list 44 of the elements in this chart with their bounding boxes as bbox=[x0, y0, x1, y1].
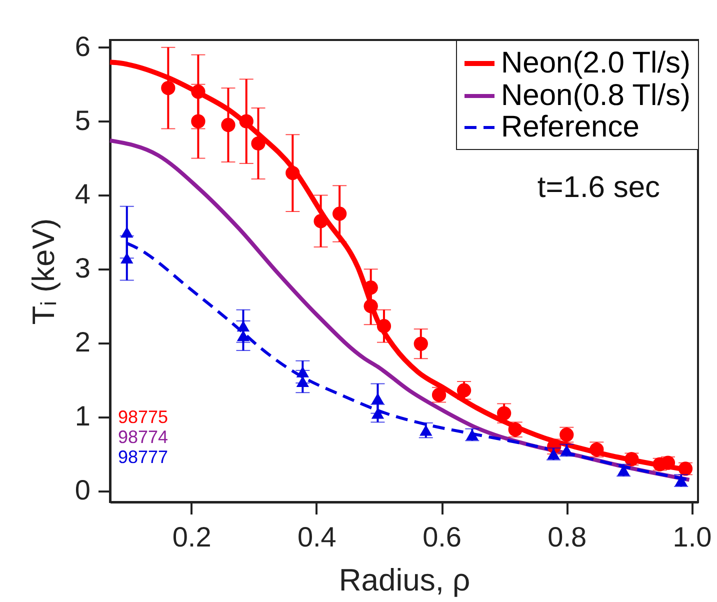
point bbox=[286, 166, 300, 180]
y-axis-title: Tᵢ (keV) bbox=[26, 218, 61, 325]
point bbox=[191, 114, 206, 128]
point bbox=[364, 299, 378, 314]
point bbox=[456, 383, 472, 398]
annotation: 98775 bbox=[118, 407, 168, 427]
point bbox=[239, 114, 254, 128]
x-tick-label: 0.2 bbox=[172, 522, 212, 552]
y-tick-label: 1 bbox=[74, 400, 90, 432]
y-tick-label: 0 bbox=[74, 474, 90, 506]
annotation: 98777 bbox=[118, 447, 168, 467]
point bbox=[120, 252, 134, 264]
annotation: t=1.6 sec bbox=[537, 171, 660, 204]
point bbox=[314, 214, 328, 228]
y-tick-label: 3 bbox=[74, 252, 90, 284]
x-axis-title: Radius, ρ bbox=[338, 562, 470, 598]
point bbox=[414, 336, 428, 351]
x-tick-label: 0.4 bbox=[297, 522, 336, 552]
point bbox=[371, 408, 384, 419]
point bbox=[161, 80, 176, 96]
point bbox=[296, 376, 309, 387]
point bbox=[191, 84, 206, 99]
point bbox=[376, 319, 392, 334]
annotation: 98774 bbox=[118, 427, 168, 447]
legend-label: Reference bbox=[501, 110, 640, 144]
point bbox=[332, 206, 347, 221]
point bbox=[497, 406, 512, 420]
point bbox=[251, 136, 266, 151]
x-tick-label: 0.8 bbox=[548, 522, 587, 552]
y-tick-label: 2 bbox=[74, 326, 90, 358]
y-tick-label: 6 bbox=[74, 30, 90, 62]
point bbox=[371, 393, 384, 404]
point bbox=[120, 226, 134, 238]
x-tick-label: 0.6 bbox=[422, 522, 462, 552]
x-tick-label: 1.0 bbox=[672, 522, 712, 552]
legend-label: Neon(0.8 Tl/s) bbox=[501, 79, 691, 112]
y-tick-label: 5 bbox=[74, 104, 90, 136]
point bbox=[420, 424, 432, 436]
point bbox=[236, 330, 250, 342]
point bbox=[221, 118, 236, 132]
y-tick-label: 4 bbox=[74, 178, 90, 210]
point bbox=[236, 320, 250, 332]
legend-label: Neon(2.0 Tl/s) bbox=[501, 46, 691, 80]
point bbox=[296, 366, 309, 378]
